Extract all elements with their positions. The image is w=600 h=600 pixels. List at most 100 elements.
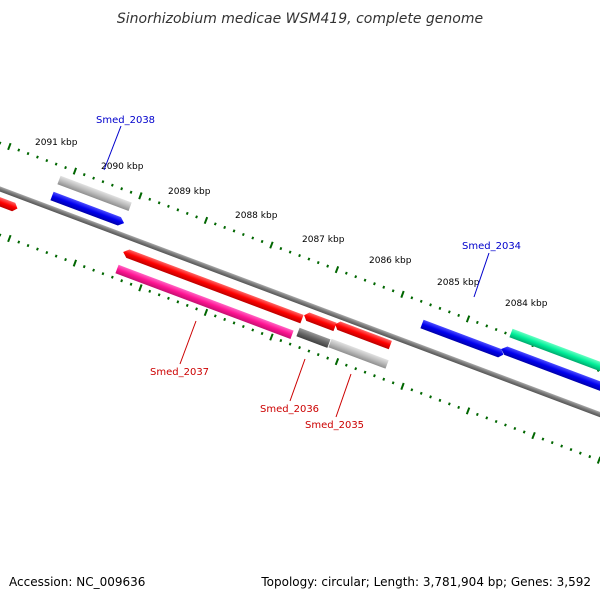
gene-label-smed-2038[interactable]: Smed_2038 [96,115,155,126]
outer-track-tick [344,271,348,275]
outer-track-tick [7,142,12,151]
gene-arrow-blue-right[interactable] [500,345,600,393]
leader-line-2035 [335,373,352,418]
gene-arrow-red-2035[interactable] [334,320,392,350]
inner-track-tick [354,367,358,371]
outer-track-tick [185,211,189,215]
outer-track-tick [213,222,217,226]
gene-arrow-partial-left[interactable] [0,195,19,213]
inner-track-tick [447,402,451,406]
outer-track-tick [167,204,170,208]
outer-track-tick [232,229,236,233]
inner-track-tick [148,289,152,293]
gene-arrow-green[interactable] [509,328,600,376]
outer-track-tick [269,241,274,249]
outer-track-tick [45,159,49,163]
gene-label-smed-2035[interactable]: Smed_2035 [305,420,364,431]
scale-label-2084: 2084 kbp [505,299,548,309]
inner-track-tick [560,444,564,448]
outer-track-tick [475,320,479,325]
gene-arrow-smed-2038[interactable] [50,191,125,228]
inner-track-tick [36,247,39,251]
leader-line-2036 [289,358,306,402]
gene-arrow-gray-2035[interactable] [328,338,389,369]
inner-track-tick [176,300,180,304]
inner-track-tick [82,265,86,269]
scale-label-2091: 2091 kbp [35,138,78,148]
outer-track-tick [64,166,67,170]
inner-track-tick [504,423,507,427]
outer-tick-track [0,141,600,372]
gene-arrow-red-small[interactable] [303,311,337,332]
gene-arrow-smed-2034[interactable] [420,319,505,359]
inner-track-tick [251,328,255,332]
genome-title: Sinorhizobium medicae WSM419, complete g… [117,11,483,27]
outer-track-tick [410,296,414,300]
scale-label-2085: 2085 kbp [437,278,480,288]
inner-track-tick [45,251,49,255]
inner-track-tick [241,324,245,329]
gene-label-smed-2034[interactable]: Smed_2034 [462,241,521,252]
outer-track-tick [138,192,143,200]
inner-track-tick [531,431,536,440]
outer-track-tick [504,331,507,335]
outer-track-tick [457,313,461,317]
inner-track-tick [185,303,189,307]
inner-track-tick [17,240,21,244]
scale-label-2089: 2089 kbp [168,187,211,197]
outer-track-tick [82,173,86,177]
gene-label-smed-2037[interactable]: Smed_2037 [150,367,209,378]
inner-track-tick [569,448,573,452]
outer-track-tick [279,246,283,251]
gene-labels: Smed_2038 Smed_2037 Smed_2036 Smed_2035 … [96,115,521,431]
inner-track-tick [167,296,170,300]
outer-track-tick [494,327,498,332]
inner-track-tick [195,307,198,311]
inner-track-tick [120,279,124,283]
inner-track-tick [400,382,405,390]
inner-track-tick [269,333,274,341]
inner-track-tick [203,308,209,317]
inner-track-tick [232,321,236,325]
inner-track-tick [223,317,227,322]
outer-track-tick [54,162,58,166]
inner-track-tick [429,395,432,399]
outer-track-tick [17,148,21,152]
scale-labels: 2091 kbp 2090 kbp 2089 kbp 2088 kbp 2087… [35,138,548,309]
outer-track-tick [157,201,161,205]
inner-track-tick [129,282,133,286]
gene-leader-lines [103,125,490,418]
gene-label-smed-2036[interactable]: Smed_2036 [260,404,319,415]
leader-line-2034 [473,252,490,298]
outer-track-tick [148,197,152,201]
outer-track-tick [110,183,114,187]
inner-track-tick [522,430,526,434]
outer-track-tick [120,187,124,191]
outer-track-tick [465,315,471,323]
outer-track-tick [241,232,245,237]
gene-arrow-smed-2036[interactable] [296,327,331,348]
inner-track-tick [465,407,471,415]
outer-track-tick [373,282,376,286]
gene-arrow-red-long[interactable] [122,248,304,324]
inner-track-tick [475,412,479,417]
inner-track-tick [457,405,461,409]
inner-track-tick [485,416,489,420]
inner-track-tick [7,234,12,243]
inner-track-tick [494,419,498,424]
inner-track-tick [64,258,67,262]
outer-track-tick [485,324,489,328]
outer-track-tick [0,141,2,145]
gene-arrow-gray-2039[interactable] [57,175,132,211]
gene-arrow-smed-2037[interactable] [115,264,294,340]
inner-track-tick [513,426,517,431]
outer-track-tick [36,155,39,159]
inner-track-tick [373,374,376,378]
inner-track-tick [110,275,114,279]
outer-track-tick [101,180,105,184]
genome-summary-text: Topology: circular; Length: 3,781,904 bp… [260,575,591,589]
inner-track-tick [541,437,545,441]
inner-track-tick [26,243,30,248]
outer-track-tick [260,239,264,244]
